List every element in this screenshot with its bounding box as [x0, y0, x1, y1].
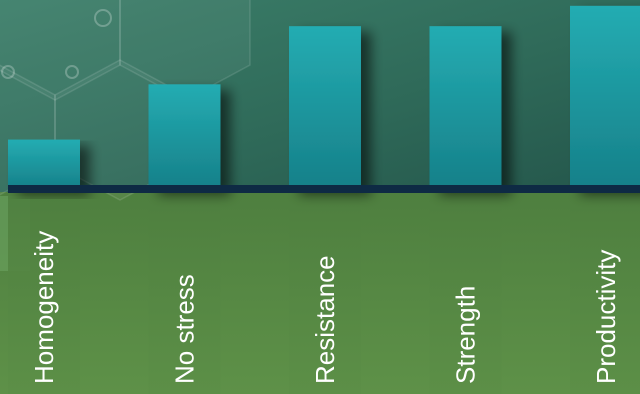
bar-strength [429, 26, 502, 189]
bar-resistance [289, 26, 361, 189]
baseline-axis [8, 185, 640, 193]
category-label-homogeneity: Homogeneity [29, 231, 59, 384]
column-strip-4 [570, 193, 640, 394]
bar-homogeneity [8, 139, 80, 189]
column-strip-2 [289, 193, 361, 394]
bar-no-stress [148, 84, 221, 189]
column-strip-0 [8, 193, 80, 394]
category-label-no-stress: No stress [170, 274, 200, 384]
column-strip-3 [429, 193, 502, 394]
column-strip-1 [148, 193, 221, 394]
category-label-productivity: Productivity [591, 250, 621, 384]
category-label-resistance: Resistance [310, 255, 340, 384]
network-nodes [1, 9, 112, 79]
category-label-strength: Strength [451, 286, 481, 384]
bar-productivity [570, 5, 640, 190]
